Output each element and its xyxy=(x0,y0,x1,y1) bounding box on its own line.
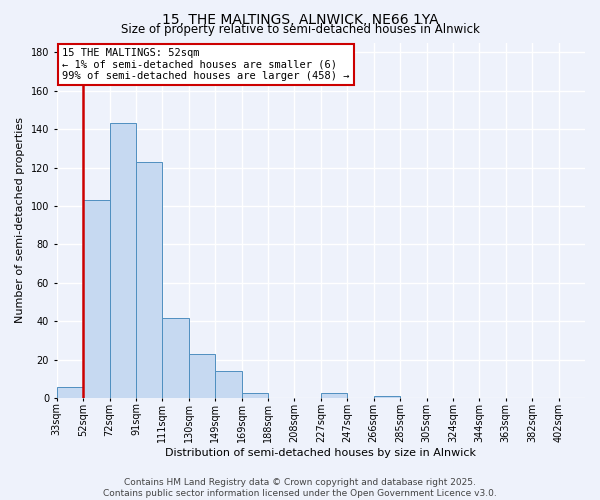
Bar xyxy=(136,162,163,398)
X-axis label: Distribution of semi-detached houses by size in Alnwick: Distribution of semi-detached houses by … xyxy=(166,448,476,458)
Text: 15 THE MALTINGS: 52sqm
← 1% of semi-detached houses are smaller (6)
99% of semi-: 15 THE MALTINGS: 52sqm ← 1% of semi-deta… xyxy=(62,48,349,81)
Bar xyxy=(321,392,347,398)
Bar xyxy=(163,318,189,398)
Text: 15, THE MALTINGS, ALNWICK, NE66 1YA: 15, THE MALTINGS, ALNWICK, NE66 1YA xyxy=(161,12,439,26)
Text: Contains HM Land Registry data © Crown copyright and database right 2025.
Contai: Contains HM Land Registry data © Crown c… xyxy=(103,478,497,498)
Bar xyxy=(56,386,83,398)
Y-axis label: Number of semi-detached properties: Number of semi-detached properties xyxy=(15,118,25,324)
Bar xyxy=(374,396,400,398)
Bar xyxy=(83,200,110,398)
Bar xyxy=(215,372,242,398)
Bar xyxy=(189,354,215,399)
Bar xyxy=(110,124,136,398)
Text: Size of property relative to semi-detached houses in Alnwick: Size of property relative to semi-detach… xyxy=(121,22,479,36)
Bar xyxy=(242,392,268,398)
